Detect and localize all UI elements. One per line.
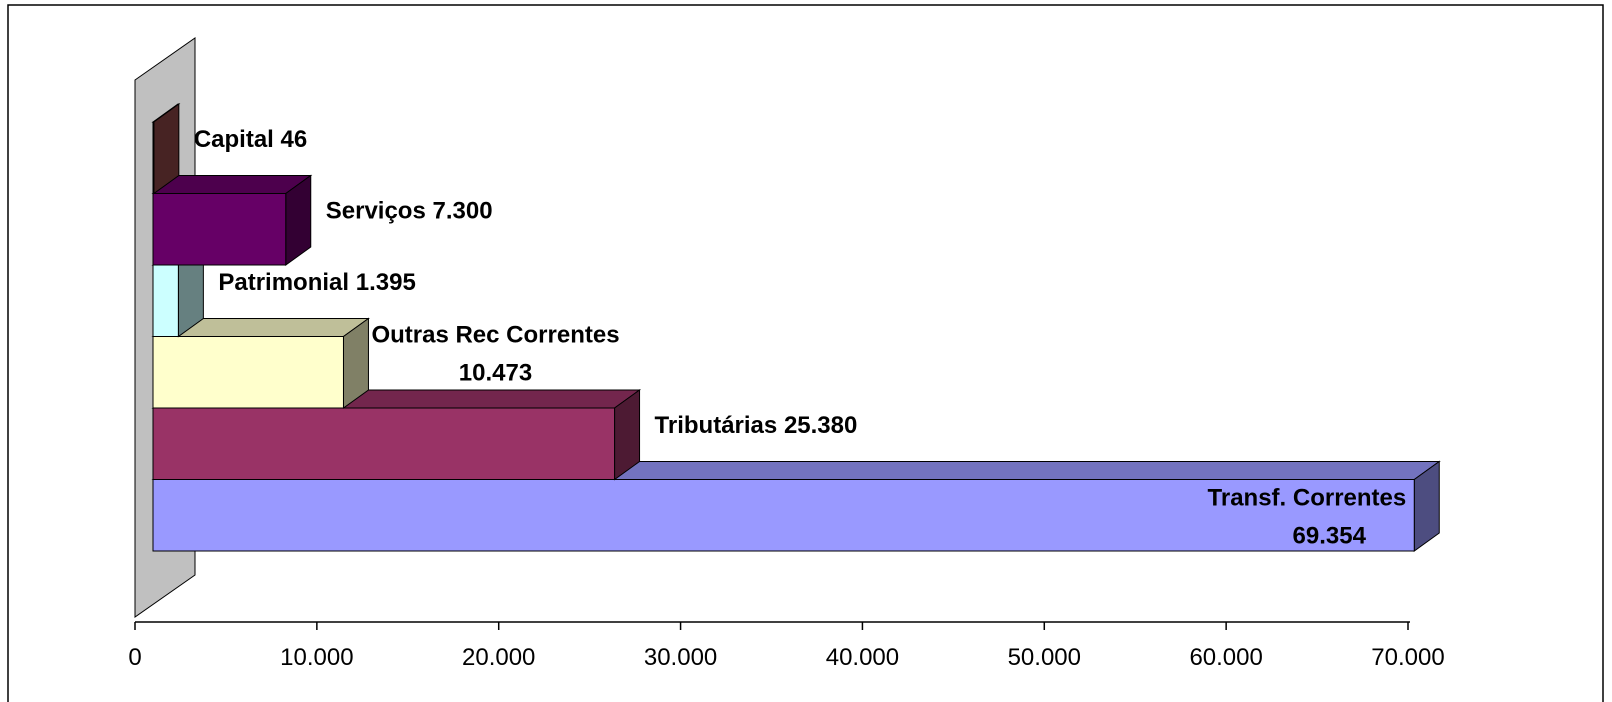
bar [152,264,179,337]
category-name: Tributárias [655,412,778,439]
bar [152,193,287,266]
value-label: 25.380 [784,412,857,439]
x-tick-label: 60.000 [1189,644,1262,671]
x-tick-label: 30.000 [644,644,717,671]
category-name: Transf. Correntes [1208,484,1407,511]
data-label: Patrimonial 1.395 [218,269,415,296]
data-label-value: 69.354 [1293,522,1367,549]
space [426,197,433,224]
space [349,269,356,296]
category-name: Serviços [326,197,426,224]
bar-top [151,175,313,194]
bar [152,121,155,194]
data-label: Tributárias 25.380 [655,412,858,439]
category-name: Patrimonial [218,269,349,296]
x-tick-label: 20.000 [462,644,535,671]
data-label: Serviços 7.300 [326,197,493,224]
x-tick-label: 0 [128,644,141,671]
bar [152,479,1415,552]
space [777,412,784,439]
x-tick-label: 70.000 [1371,644,1444,671]
space [274,126,281,153]
value-label: 46 [281,126,308,153]
data-label: Outras Rec Correntes [371,321,619,348]
data-label: Capital 46 [194,126,307,153]
category-name: Capital [194,126,274,153]
x-tick-label: 10.000 [280,644,353,671]
bar [152,407,616,480]
x-tick-label: 40.000 [826,644,899,671]
data-label: Transf. Correntes [1208,484,1407,511]
x-tick-label: 50.000 [1008,644,1081,671]
bar [152,336,344,409]
data-label-value: 10.473 [459,359,532,386]
value-label: 1.395 [356,269,416,296]
value-label: 7.300 [433,197,493,224]
